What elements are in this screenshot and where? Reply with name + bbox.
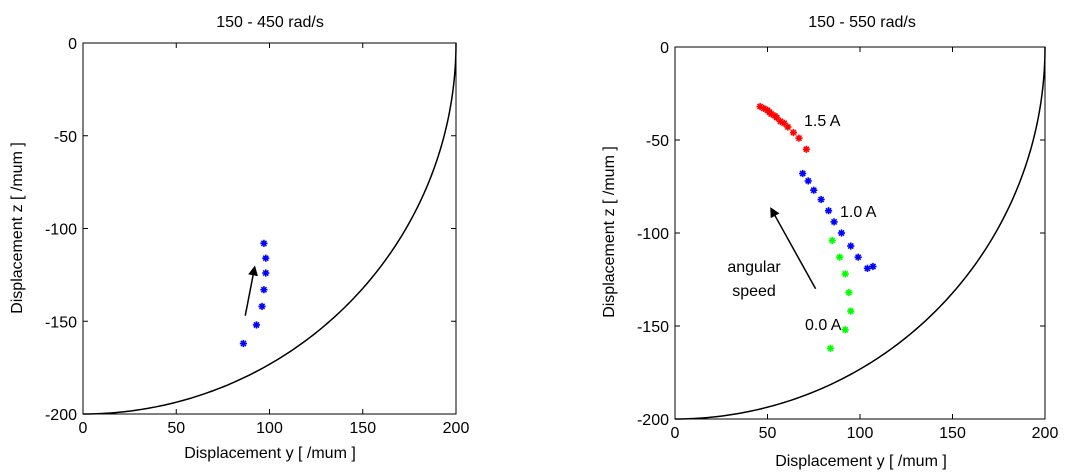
y-tick-label: -50 [646, 133, 669, 150]
left-series [239, 239, 270, 348]
x-tick-label: 0 [671, 425, 680, 442]
right-boundary-curve [674, 46, 1046, 420]
y-tick-label: -150 [45, 314, 77, 331]
data-point [260, 239, 268, 247]
x-tick-label: 100 [256, 420, 283, 437]
data-point [828, 236, 836, 245]
y-tick-label: -100 [637, 226, 669, 243]
right-y-axis-label: Displacement z [ /mum ] [601, 146, 618, 318]
left-y-axis-label: Displacement z [ /mum ] [9, 142, 26, 314]
left-plot: 150 - 450 rad/s 0 50 100 150 200 0 -50 -100 -150… [9, 14, 469, 462]
y-tick-label: -50 [54, 129, 77, 146]
boundary-curve-line [674, 46, 1046, 420]
right-plot-frame [674, 46, 1046, 420]
y-tick-label: 0 [68, 36, 77, 53]
right-plot-title: 150 - 550 rad/s [808, 14, 916, 31]
data-point [802, 145, 810, 153]
data-point [847, 307, 855, 315]
data-point [863, 264, 871, 272]
left-ticks: 0 50 100 150 200 0 -50 -100 -150 -200 [45, 36, 469, 437]
left-plot-title: 150 - 450 rad/s [216, 14, 324, 31]
data-point [841, 326, 849, 334]
data-point [826, 344, 834, 352]
data-point [260, 286, 268, 294]
data-point [799, 169, 807, 178]
text-annotation: angular [727, 259, 781, 276]
data-point [789, 128, 797, 137]
x-tick-label: 150 [939, 425, 966, 442]
text-annotation: speed [732, 283, 776, 300]
arrow-annotation [770, 207, 817, 290]
x-tick-label: 200 [443, 420, 470, 437]
text-annotation: 1.5 A [804, 113, 841, 130]
data-point [784, 123, 792, 131]
left-x-axis-label: Displacement y [ /mum ] [184, 445, 356, 462]
x-tick-label: 200 [1032, 425, 1059, 442]
y-tick-label: -200 [637, 412, 669, 429]
data-point [252, 321, 261, 329]
left-annotations [244, 265, 258, 316]
x-tick-label: 50 [167, 420, 185, 437]
y-tick-label: -200 [45, 407, 77, 424]
right-annotations: 1.5 A 1.0 A 0.0 A angular speed [727, 113, 876, 334]
x-tick-label: 50 [759, 425, 777, 442]
right-x-axis-label: Displacement y [ /mum ] [775, 453, 947, 470]
data-point [780, 119, 788, 127]
data-point [824, 207, 833, 215]
left-plot-frame [82, 42, 457, 415]
data-point [854, 253, 862, 261]
data-point [830, 218, 838, 226]
right-series [756, 102, 877, 352]
data-point [239, 339, 247, 348]
left-boundary-curve [82, 42, 457, 415]
data-point [262, 254, 270, 262]
data-point [841, 270, 849, 278]
data-point [817, 195, 825, 204]
y-tick-label: -100 [45, 222, 77, 239]
text-annotation: 1.0 A [840, 204, 877, 221]
data-point [773, 114, 781, 122]
data-point [837, 229, 846, 237]
data-point [795, 134, 803, 142]
data-point [258, 302, 266, 311]
x-tick-label: 0 [79, 420, 88, 437]
data-point [804, 177, 812, 185]
right-ticks: 0 50 100 150 200 0 -50 -100 -150 -200 [637, 40, 1058, 442]
arrow-annotation [244, 265, 258, 316]
data-point [869, 262, 877, 271]
y-tick-label: -150 [637, 319, 669, 336]
right-plot: 150 - 550 rad/s 0 50 100 150 200 0 -50 -100 -150… [601, 14, 1058, 470]
data-point [810, 186, 818, 194]
data-point [262, 269, 270, 277]
boundary-curve-line [82, 42, 457, 415]
x-tick-label: 150 [349, 420, 376, 437]
text-annotation: 0.0 A [805, 317, 842, 334]
data-point [847, 242, 855, 250]
y-tick-label: 0 [660, 40, 669, 57]
data-point [845, 288, 853, 297]
x-tick-label: 100 [847, 425, 874, 442]
data-point [836, 253, 844, 261]
